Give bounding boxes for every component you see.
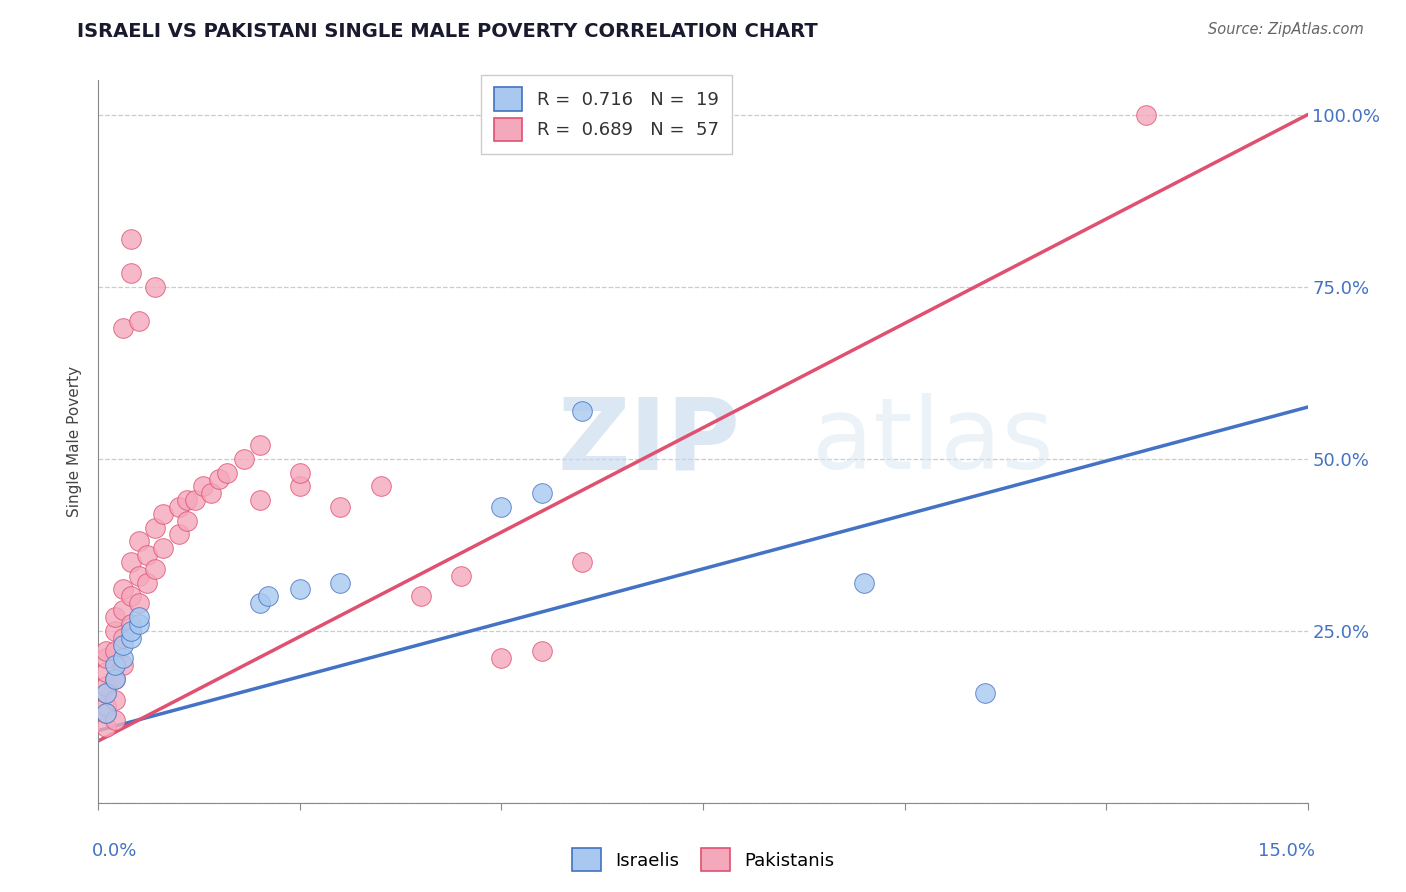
Y-axis label: Single Male Poverty: Single Male Poverty (67, 366, 83, 517)
Point (128, 314, 150, 328)
Text: ISRAELI VS PAKISTANI SINGLE MALE POVERTY CORRELATION CHART: ISRAELI VS PAKISTANI SINGLE MALE POVERTY… (77, 22, 818, 41)
Point (249, 493, 271, 508)
Point (103, 624, 125, 638)
Point (120, 231, 142, 245)
Point (288, 466, 311, 480)
Point (111, 321, 134, 335)
Point (103, 644, 125, 658)
Point (530, 644, 553, 658)
Point (128, 616, 150, 631)
Point (288, 582, 311, 597)
Point (111, 651, 134, 665)
Point (135, 548, 157, 562)
Point (135, 575, 157, 590)
Point (208, 472, 231, 486)
Point (96, 706, 118, 721)
Point (120, 266, 142, 280)
Point (111, 638, 134, 652)
Point (152, 541, 174, 556)
Point (120, 555, 142, 569)
Point (143, 520, 166, 534)
Point (96, 706, 118, 721)
Legend: Israelis, Pakistanis: Israelis, Pakistanis (565, 841, 841, 879)
Point (571, 555, 593, 569)
Point (120, 631, 142, 645)
Point (571, 403, 593, 417)
Point (329, 500, 352, 514)
Text: atlas: atlas (811, 393, 1053, 490)
Point (329, 575, 352, 590)
Point (491, 651, 513, 665)
Point (1135, 108, 1157, 122)
Point (96, 720, 118, 734)
Point (103, 692, 125, 706)
Point (103, 610, 125, 624)
Point (249, 438, 271, 452)
Point (530, 486, 553, 500)
Point (288, 479, 311, 493)
Text: 0.0%: 0.0% (91, 842, 136, 860)
Point (217, 466, 239, 480)
Point (96, 686, 118, 700)
Point (974, 686, 997, 700)
Point (96, 686, 118, 700)
Point (96, 644, 118, 658)
Point (143, 562, 166, 576)
Point (128, 534, 150, 549)
Point (111, 631, 134, 645)
Point (103, 672, 125, 686)
Point (176, 514, 198, 528)
Point (853, 575, 876, 590)
Point (143, 279, 166, 293)
Point (103, 713, 125, 727)
Point (120, 624, 142, 638)
Point (96, 699, 118, 714)
Text: ZIP: ZIP (558, 393, 741, 490)
Point (184, 493, 207, 508)
Point (111, 582, 134, 597)
Point (111, 603, 134, 617)
Point (120, 590, 142, 604)
Point (128, 568, 150, 582)
Point (249, 596, 271, 610)
Point (103, 672, 125, 686)
Point (96, 665, 118, 679)
Point (120, 616, 142, 631)
Point (128, 610, 150, 624)
Point (167, 500, 190, 514)
Point (232, 451, 254, 466)
Point (450, 568, 472, 582)
Point (193, 479, 215, 493)
Point (128, 596, 150, 610)
Point (491, 500, 513, 514)
Point (103, 658, 125, 673)
Point (96, 651, 118, 665)
Point (200, 486, 222, 500)
Point (167, 527, 190, 541)
Legend: R =  0.716   N =  19, R =  0.689   N =  57: R = 0.716 N = 19, R = 0.689 N = 57 (481, 75, 731, 153)
Point (96, 679, 118, 693)
Point (256, 590, 278, 604)
Point (370, 479, 392, 493)
Point (111, 658, 134, 673)
Point (409, 590, 432, 604)
Text: Source: ZipAtlas.com: Source: ZipAtlas.com (1208, 22, 1364, 37)
Point (152, 507, 174, 521)
Point (176, 493, 198, 508)
Text: 15.0%: 15.0% (1257, 842, 1315, 860)
